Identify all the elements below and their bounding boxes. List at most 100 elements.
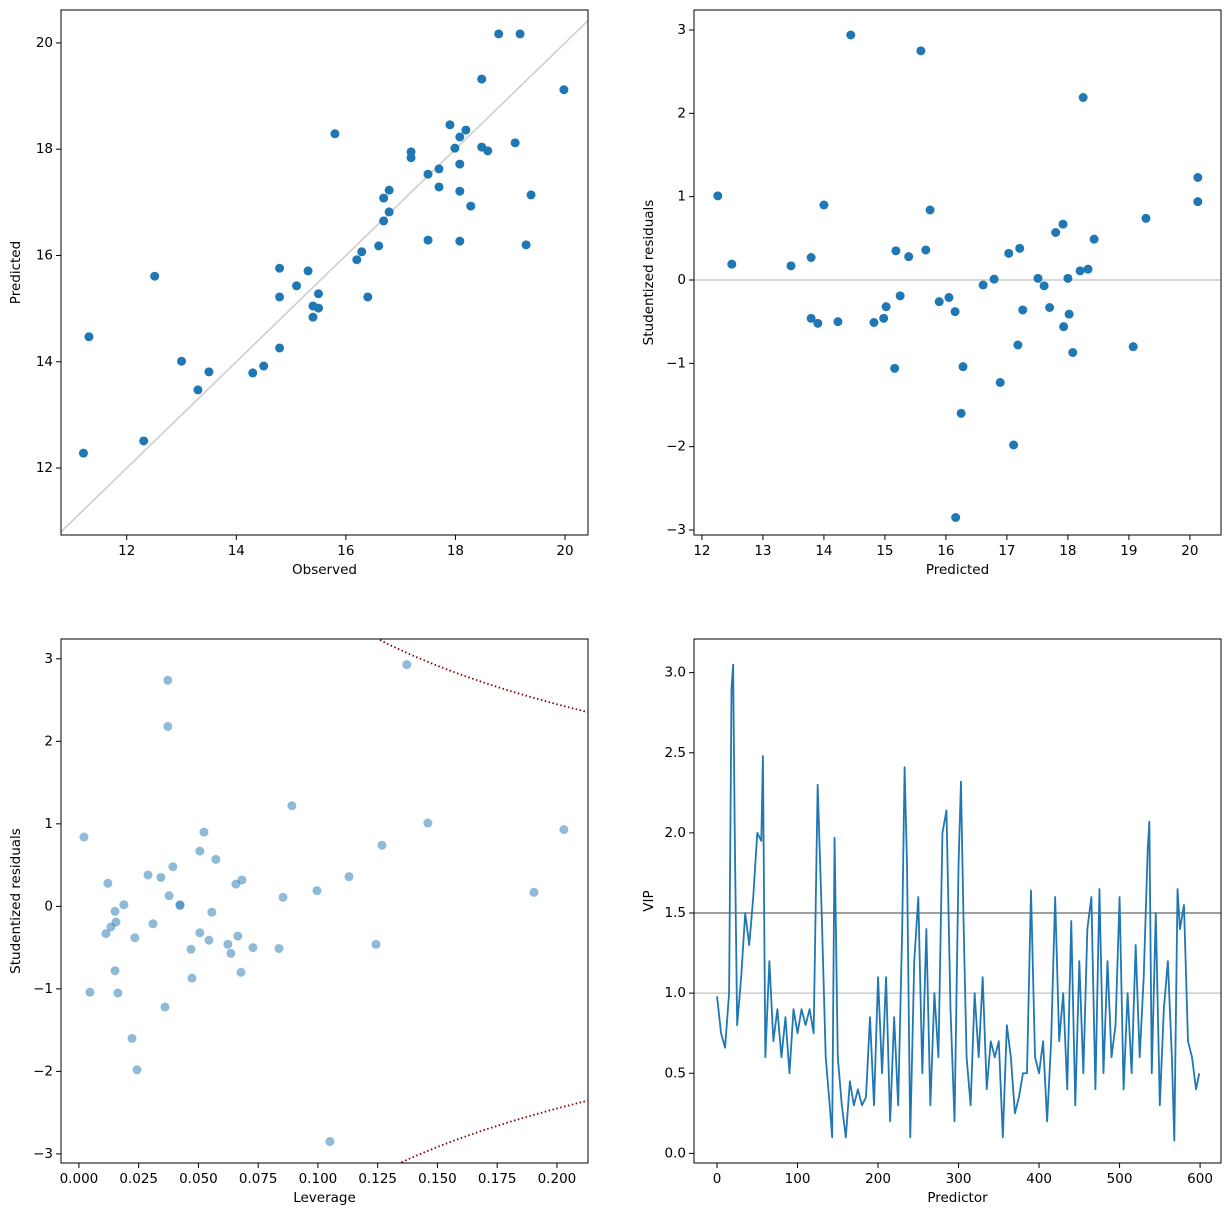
x-tick-label: 0.100 [299, 1171, 338, 1187]
y-tick-label: 0 [44, 898, 53, 914]
point [494, 29, 504, 39]
panel: 0 100 200 300 400 500 600 0.0 0.5 1.0 1.5 2.0 2.5 3.0… [641, 638, 1222, 1206]
x-tick-label: 0.075 [239, 1171, 278, 1187]
y-axis-label: VIP [641, 890, 657, 911]
point [156, 872, 166, 882]
point [1051, 228, 1061, 237]
point [119, 900, 129, 910]
point [371, 939, 381, 949]
point [786, 261, 796, 271]
point [113, 988, 123, 998]
point [995, 378, 1005, 387]
point [881, 302, 891, 312]
point [455, 159, 465, 169]
point [195, 846, 205, 856]
point [1089, 234, 1099, 244]
point [1141, 213, 1151, 223]
point [248, 368, 258, 378]
x-tick-label: 18 [447, 543, 464, 559]
x-tick-label: 500 [1107, 1171, 1133, 1187]
y-tick-label: 2 [44, 733, 53, 749]
x-tick-label: 16 [337, 543, 354, 559]
point [259, 361, 269, 371]
point [84, 332, 94, 342]
point [402, 660, 412, 670]
point [434, 164, 444, 174]
plot-area [694, 30, 1221, 522]
y-tick-label: 20 [36, 35, 53, 51]
x-tick-label: 20 [556, 543, 573, 559]
y-axis-label: Studentized residuals [8, 828, 24, 974]
x-tick-label: 0.000 [60, 1171, 99, 1187]
axes-frame [60, 638, 589, 1164]
point [127, 1033, 137, 1043]
point [806, 253, 816, 262]
point [423, 235, 433, 245]
point [559, 85, 569, 95]
x-tick-label: 14 [228, 543, 245, 559]
y-axis-label: Predicted [8, 241, 24, 304]
point [168, 862, 178, 872]
x-tick-label: 0.050 [179, 1171, 218, 1187]
y-tick-label: 1.5 [665, 905, 686, 921]
plot-area [694, 663, 1221, 1142]
panel: 12 14 16 18 20 12 14 16 18 20 Observed Predicted [8, 9, 589, 578]
point [944, 293, 954, 302]
x-tick-label: 400 [1026, 1171, 1052, 1187]
x-tick-label: 0.125 [358, 1171, 397, 1187]
x-axis-label: Predicted [926, 562, 989, 578]
point [233, 931, 243, 941]
point [204, 367, 214, 377]
y-tick-label: −3 [33, 1146, 53, 1162]
x-tick-label: 0.025 [119, 1171, 158, 1187]
point [510, 138, 520, 148]
point [187, 973, 197, 983]
point [1009, 440, 1019, 450]
point [950, 307, 960, 317]
y-tick-label: −1 [666, 355, 686, 371]
y-tick-label: 12 [36, 460, 53, 476]
point [193, 385, 203, 395]
point [1083, 264, 1093, 274]
point [559, 825, 569, 835]
point [978, 280, 988, 290]
point [292, 281, 302, 291]
point [1045, 303, 1055, 312]
point [175, 901, 185, 911]
point [278, 892, 288, 902]
point [287, 801, 297, 811]
point [813, 318, 823, 328]
point [275, 343, 285, 353]
point [160, 1002, 170, 1012]
point [177, 356, 187, 366]
x-tick-label: 100 [785, 1171, 811, 1187]
point [313, 303, 323, 313]
point [879, 313, 889, 323]
point [1039, 281, 1049, 291]
point [1128, 342, 1138, 352]
point [384, 207, 394, 217]
point [455, 236, 465, 246]
x-axis-label: Observed [292, 562, 357, 578]
point [363, 292, 373, 302]
point [989, 274, 999, 284]
x-tick-label: 0.175 [478, 1171, 517, 1187]
y-tick-label: 1 [677, 189, 686, 205]
point [1193, 173, 1203, 182]
point [308, 312, 318, 322]
point [379, 193, 389, 203]
point [236, 967, 246, 977]
point [934, 297, 944, 307]
plot-area [61, 20, 588, 533]
point [132, 1065, 142, 1075]
point [956, 408, 966, 418]
point [150, 271, 160, 281]
point [143, 870, 153, 880]
point [313, 289, 323, 299]
point [357, 247, 367, 257]
x-tick-label: 14 [815, 543, 832, 559]
y-tick-label: 0 [677, 272, 686, 288]
point [450, 143, 460, 153]
